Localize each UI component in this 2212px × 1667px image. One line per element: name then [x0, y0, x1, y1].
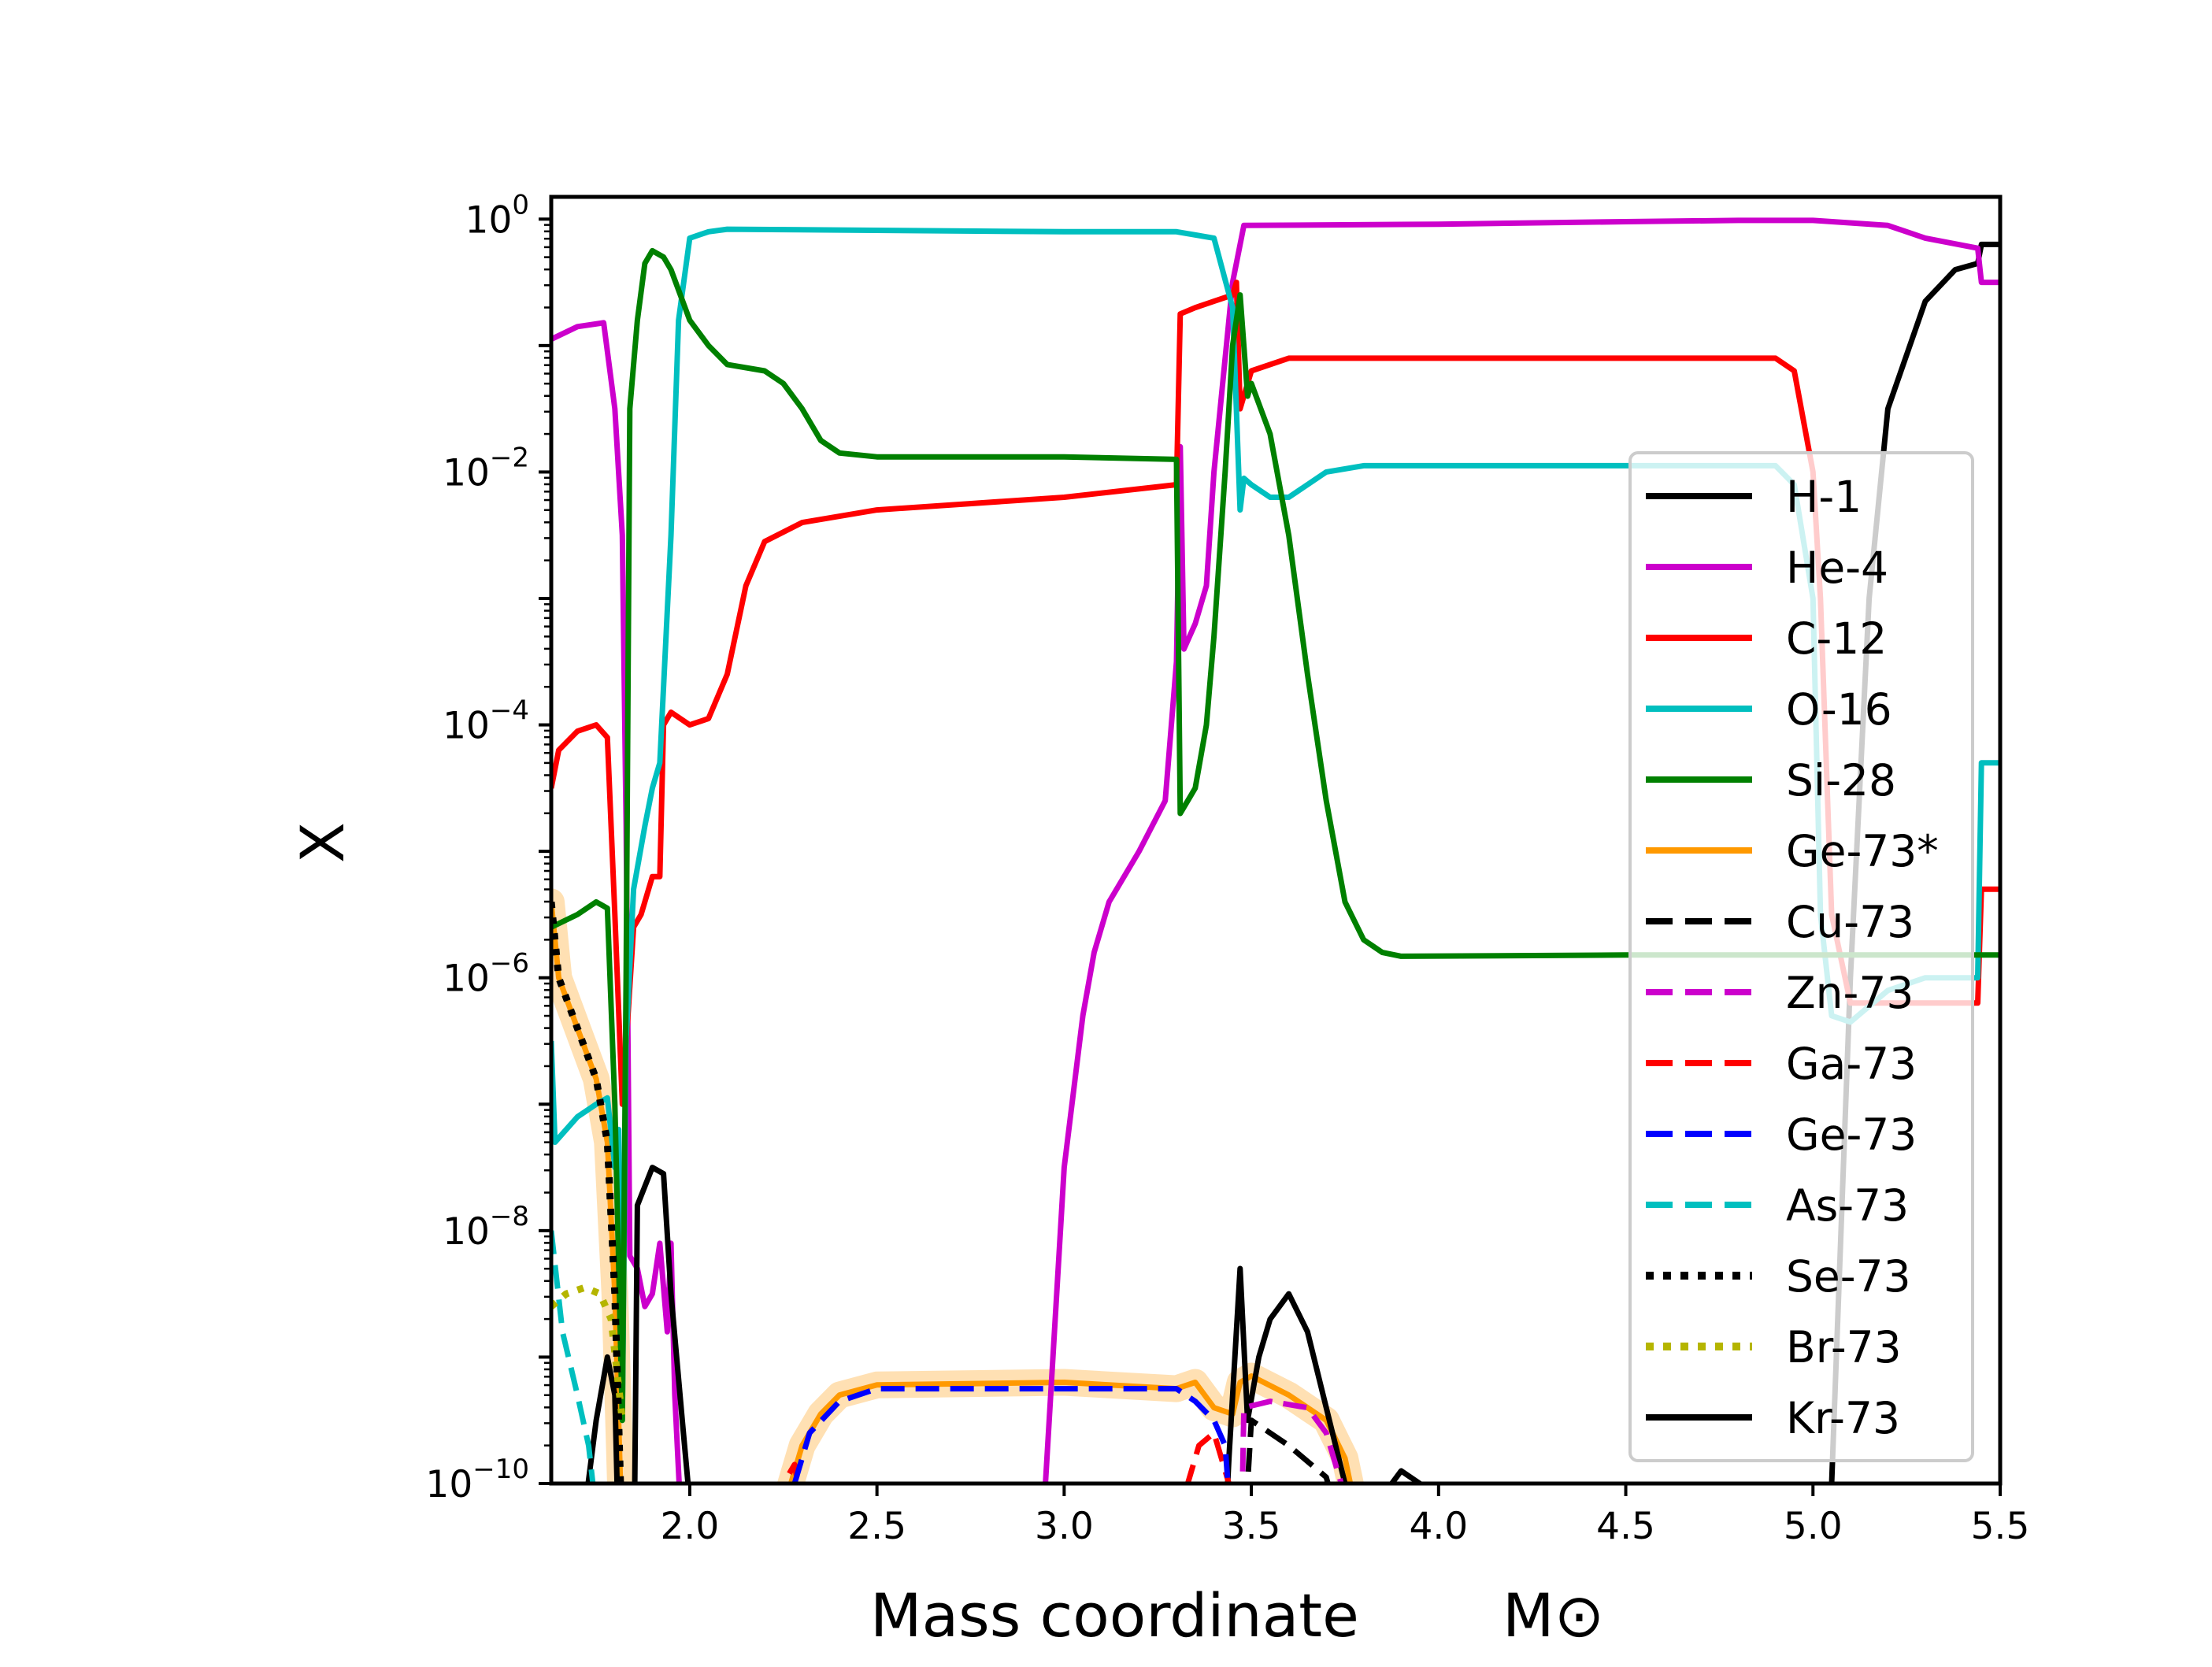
plot-frame [549, 194, 2003, 1486]
y-tick-exponent: −10 [472, 1454, 529, 1485]
x-tick-label: 2.5 [847, 1505, 906, 1548]
y-tick-label: 10−6 [443, 948, 529, 1001]
x-axis-label: Mass coordinate [870, 1580, 1359, 1650]
y-tick-base: 10 [443, 958, 490, 1001]
x-tick-label: 4.0 [1409, 1505, 1468, 1548]
y-tick-exponent: −4 [490, 695, 529, 727]
series-ga-73 [780, 1430, 1232, 1484]
y-tick-base: 10 [443, 1210, 490, 1254]
y-tick-exponent: 0 [512, 189, 529, 220]
legend: H-1 He-4 C-12 O-16 Si-28 Ge-73* Cu-73 Zn-73 Ga-7… [1628, 451, 1974, 1462]
legend-label: Br-73 [1786, 1322, 1902, 1372]
legend-label: As-73 [1786, 1180, 1909, 1231]
legend-label: He-4 [1786, 543, 1888, 593]
y-tick-label: 10−2 [443, 442, 529, 495]
legend-label: Ga-73 [1786, 1039, 1917, 1089]
legend-label: Ge-73 [1786, 1109, 1917, 1160]
legend-label: Se-73 [1786, 1251, 1911, 1302]
x-axis-ticks: 2.0 2.5 3.0 3.5 4.0 4.5 5.0 5.5 [661, 1484, 2030, 1548]
series-kr-73 [585, 1165, 1423, 1484]
legend-label: Zn-73 [1786, 968, 1914, 1018]
x-tick-label: 5.0 [1784, 1505, 1843, 1548]
series-as-73 [551, 1230, 596, 1484]
y-tick-base: 10 [443, 705, 490, 748]
y-axis-label: X [287, 822, 358, 863]
legend-label: Kr-73 [1786, 1393, 1900, 1443]
y-tick-base: 10 [465, 198, 513, 242]
y-tick-label: 100 [465, 189, 529, 242]
x-tick-label: 2.0 [661, 1505, 720, 1548]
x-tick-label: 3.5 [1222, 1505, 1281, 1548]
x-tick-label: 4.5 [1596, 1505, 1655, 1548]
y-tick-base: 10 [425, 1463, 472, 1506]
y-tick-label: 10−8 [443, 1201, 529, 1254]
legend-label: Ge-73* [1786, 826, 1939, 876]
legend-box [1628, 451, 1974, 1462]
legend-label: Si-28 [1786, 755, 1896, 806]
y-tick-exponent: −6 [490, 948, 529, 980]
y-tick-exponent: −8 [490, 1201, 529, 1232]
legend-label: O-16 [1786, 684, 1892, 735]
legend-label: Cu-73 [1786, 897, 1914, 947]
legend-label: H-1 [1786, 472, 1862, 522]
series-si-28 [551, 247, 2000, 1424]
x-tick-label: 5.5 [1971, 1505, 2030, 1548]
y-tick-base: 10 [443, 451, 490, 495]
y-tick-exponent: −2 [490, 442, 529, 473]
y-tick-label: 10−10 [425, 1454, 529, 1506]
y-tick-label: 10−4 [443, 695, 529, 748]
series-he-4 [551, 217, 2000, 1484]
x-axis-unit: M⊙ [1502, 1580, 1604, 1650]
x-tick-label: 3.0 [1035, 1505, 1094, 1548]
legend-label: C-12 [1786, 613, 1887, 664]
